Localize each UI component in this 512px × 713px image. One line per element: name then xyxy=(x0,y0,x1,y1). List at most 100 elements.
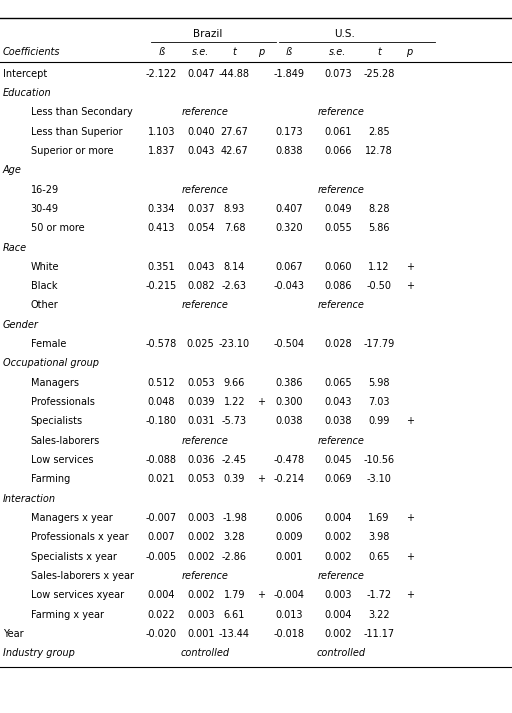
Text: 0.838: 0.838 xyxy=(275,146,303,156)
Text: 0.001: 0.001 xyxy=(275,552,303,562)
Text: -1.849: -1.849 xyxy=(273,68,304,78)
Text: 0.036: 0.036 xyxy=(187,455,215,465)
Text: Superior or more: Superior or more xyxy=(31,146,113,156)
Text: -10.56: -10.56 xyxy=(364,455,394,465)
Text: 0.004: 0.004 xyxy=(147,590,175,600)
Text: 0.040: 0.040 xyxy=(187,127,215,137)
Text: 2.85: 2.85 xyxy=(368,127,390,137)
Text: +: + xyxy=(257,590,265,600)
Text: reference: reference xyxy=(182,107,229,117)
Text: -0.088: -0.088 xyxy=(146,455,177,465)
Text: 0.99: 0.99 xyxy=(368,416,390,426)
Text: +: + xyxy=(406,281,414,291)
Text: -2.45: -2.45 xyxy=(222,455,247,465)
Text: 0.054: 0.054 xyxy=(187,223,215,233)
Text: reference: reference xyxy=(182,185,229,195)
Text: 50 or more: 50 or more xyxy=(31,223,84,233)
Text: Coefficients: Coefficients xyxy=(3,47,60,57)
Text: 0.049: 0.049 xyxy=(324,204,352,214)
Text: 0.386: 0.386 xyxy=(275,378,303,388)
Text: reference: reference xyxy=(182,300,229,310)
Text: Professionals x year: Professionals x year xyxy=(31,533,129,543)
Text: Low services: Low services xyxy=(31,455,93,465)
Text: -0.578: -0.578 xyxy=(145,339,177,349)
Text: p: p xyxy=(407,47,413,57)
Text: Sales-laborers: Sales-laborers xyxy=(31,436,100,446)
Text: -25.28: -25.28 xyxy=(363,68,395,78)
Text: Female: Female xyxy=(31,339,66,349)
Text: 0.407: 0.407 xyxy=(275,204,303,214)
Text: -0.018: -0.018 xyxy=(273,629,304,639)
Text: 0.003: 0.003 xyxy=(324,590,352,600)
Text: 0.413: 0.413 xyxy=(147,223,175,233)
Text: s.e.: s.e. xyxy=(329,47,347,57)
Text: +: + xyxy=(406,552,414,562)
Text: 0.002: 0.002 xyxy=(324,533,352,543)
Text: ß: ß xyxy=(286,47,292,57)
Text: -1.72: -1.72 xyxy=(366,590,392,600)
Text: Brazil: Brazil xyxy=(194,29,223,39)
Text: -2.122: -2.122 xyxy=(145,68,177,78)
Text: Professionals: Professionals xyxy=(31,397,95,407)
Text: Occupational group: Occupational group xyxy=(3,359,98,369)
Text: 0.004: 0.004 xyxy=(324,513,352,523)
Text: 30-49: 30-49 xyxy=(31,204,59,214)
Text: +: + xyxy=(406,513,414,523)
Text: Race: Race xyxy=(3,242,27,252)
Text: 0.048: 0.048 xyxy=(147,397,175,407)
Text: 0.045: 0.045 xyxy=(324,455,352,465)
Text: 0.002: 0.002 xyxy=(324,552,352,562)
Text: 0.022: 0.022 xyxy=(147,610,175,620)
Text: Intercept: Intercept xyxy=(3,68,47,78)
Text: -0.214: -0.214 xyxy=(273,474,304,484)
Text: +: + xyxy=(257,397,265,407)
Text: -0.004: -0.004 xyxy=(273,590,304,600)
Text: 0.002: 0.002 xyxy=(187,533,215,543)
Text: White: White xyxy=(31,262,59,272)
Text: ß: ß xyxy=(158,47,164,57)
Text: Sales-laborers x year: Sales-laborers x year xyxy=(31,571,134,581)
Text: Industry group: Industry group xyxy=(3,648,74,658)
Text: 0.031: 0.031 xyxy=(187,416,215,426)
Text: 27.67: 27.67 xyxy=(221,127,248,137)
Text: 42.67: 42.67 xyxy=(221,146,248,156)
Text: 0.002: 0.002 xyxy=(324,629,352,639)
Text: s.e.: s.e. xyxy=(192,47,209,57)
Text: 0.004: 0.004 xyxy=(324,610,352,620)
Text: 0.334: 0.334 xyxy=(147,204,175,214)
Text: -3.10: -3.10 xyxy=(367,474,391,484)
Text: 0.055: 0.055 xyxy=(324,223,352,233)
Text: -0.215: -0.215 xyxy=(145,281,177,291)
Text: -11.17: -11.17 xyxy=(364,629,394,639)
Text: -0.043: -0.043 xyxy=(273,281,304,291)
Text: 0.073: 0.073 xyxy=(324,68,352,78)
Text: 0.069: 0.069 xyxy=(324,474,352,484)
Text: t: t xyxy=(377,47,381,57)
Text: Interaction: Interaction xyxy=(3,493,56,503)
Text: 16-29: 16-29 xyxy=(31,185,59,195)
Text: 0.061: 0.061 xyxy=(324,127,352,137)
Text: 0.053: 0.053 xyxy=(187,474,215,484)
Text: +: + xyxy=(406,590,414,600)
Text: 1.103: 1.103 xyxy=(147,127,175,137)
Text: 3.22: 3.22 xyxy=(368,610,390,620)
Text: -1.98: -1.98 xyxy=(222,513,247,523)
Text: -0.007: -0.007 xyxy=(146,513,177,523)
Text: 0.007: 0.007 xyxy=(147,533,175,543)
Text: 0.013: 0.013 xyxy=(275,610,303,620)
Text: 0.043: 0.043 xyxy=(324,397,352,407)
Text: 7.03: 7.03 xyxy=(368,397,390,407)
Text: 5.86: 5.86 xyxy=(368,223,390,233)
Text: Other: Other xyxy=(31,300,58,310)
Text: -2.63: -2.63 xyxy=(222,281,247,291)
Text: reference: reference xyxy=(318,185,365,195)
Text: -23.10: -23.10 xyxy=(219,339,250,349)
Text: -13.44: -13.44 xyxy=(219,629,250,639)
Text: 0.65: 0.65 xyxy=(368,552,390,562)
Text: Specialists x year: Specialists x year xyxy=(31,552,117,562)
Text: 8.28: 8.28 xyxy=(368,204,390,214)
Text: 0.066: 0.066 xyxy=(324,146,352,156)
Text: 0.39: 0.39 xyxy=(224,474,245,484)
Text: 0.039: 0.039 xyxy=(187,397,215,407)
Text: reference: reference xyxy=(318,300,365,310)
